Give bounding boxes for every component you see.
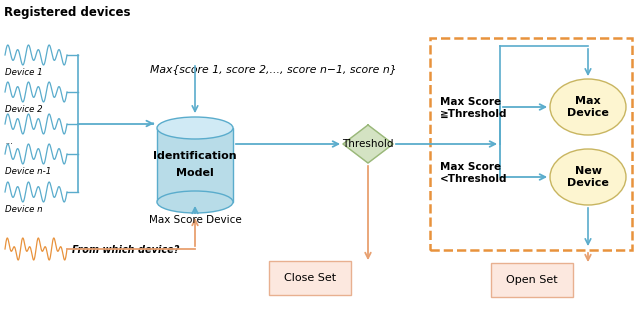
Text: ≧Threshold: ≧Threshold	[440, 109, 508, 119]
FancyBboxPatch shape	[491, 263, 573, 297]
Text: Max Score Device: Max Score Device	[148, 215, 241, 225]
Text: Device 2: Device 2	[5, 105, 43, 114]
Text: Model: Model	[176, 168, 214, 178]
Text: Threshold: Threshold	[342, 139, 394, 149]
Ellipse shape	[157, 117, 233, 139]
Text: Device n-1: Device n-1	[5, 167, 51, 176]
Text: From which device?: From which device?	[72, 245, 179, 255]
Ellipse shape	[550, 149, 626, 205]
FancyBboxPatch shape	[157, 128, 233, 202]
Bar	[430, 38, 632, 250]
Text: Registered devices: Registered devices	[4, 6, 131, 19]
Text: Open Set: Open Set	[506, 275, 558, 285]
Text: New
Device: New Device	[567, 166, 609, 188]
Text: ...: ...	[5, 137, 13, 146]
Text: Device n: Device n	[5, 205, 43, 214]
Text: Identification: Identification	[153, 151, 237, 161]
Polygon shape	[343, 125, 393, 163]
Text: Max{score 1, score 2,..., score n−1, score n}: Max{score 1, score 2,..., score n−1, sco…	[150, 64, 397, 74]
FancyBboxPatch shape	[269, 261, 351, 295]
Text: Max
Device: Max Device	[567, 96, 609, 118]
Text: Close Set: Close Set	[284, 273, 336, 283]
Text: Device 1: Device 1	[5, 68, 43, 77]
Ellipse shape	[550, 79, 626, 135]
Text: Max Score: Max Score	[440, 162, 501, 172]
Ellipse shape	[157, 191, 233, 213]
Text: Max Score: Max Score	[440, 97, 501, 107]
Text: <Threshold: <Threshold	[440, 174, 508, 184]
